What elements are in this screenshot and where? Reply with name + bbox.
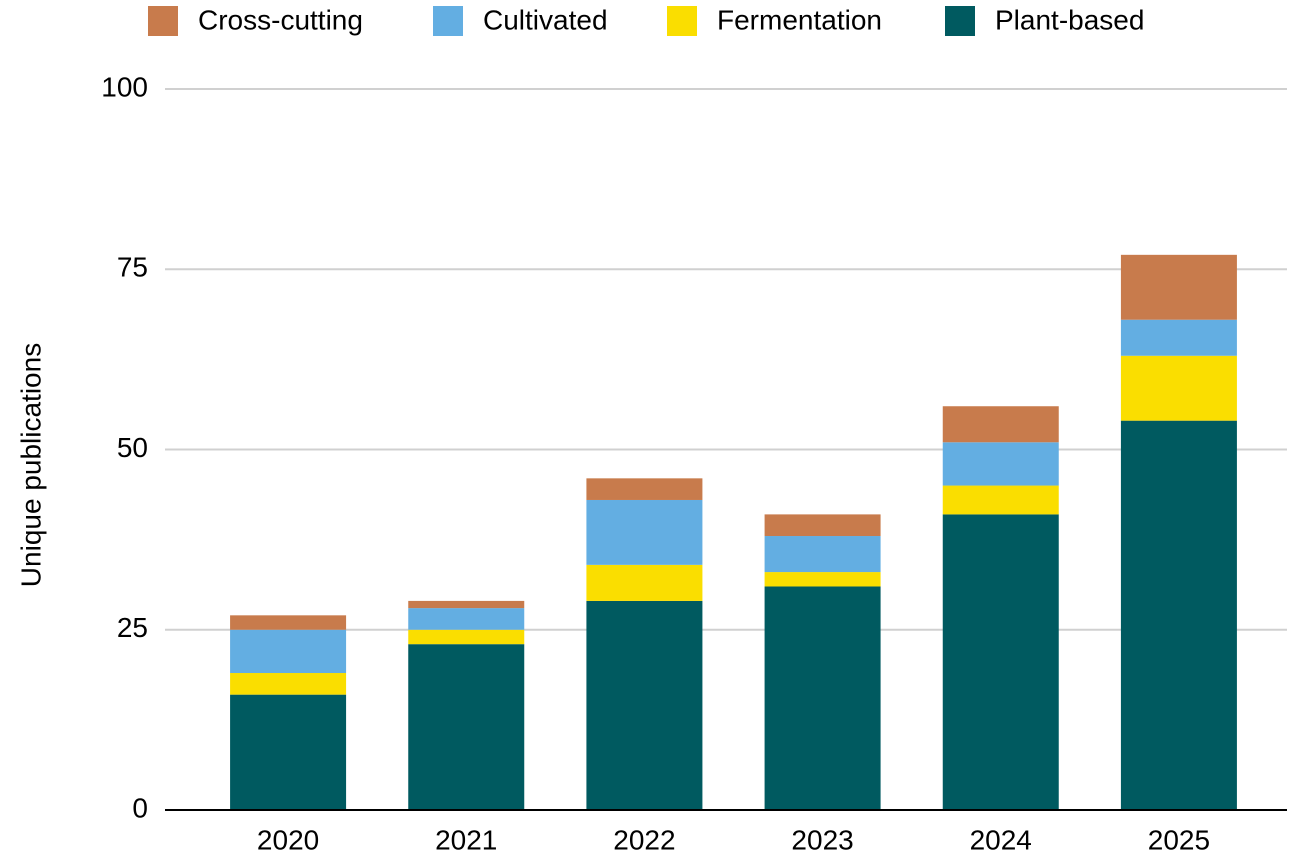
legend-swatch xyxy=(148,6,178,36)
legend-swatch xyxy=(433,6,463,36)
bar-segment xyxy=(1120,355,1237,421)
bar-segment xyxy=(764,536,881,573)
x-tick-label: 2022 xyxy=(613,824,675,855)
bar-segment xyxy=(408,600,525,609)
bar-segment xyxy=(764,586,881,810)
legend-label: Cultivated xyxy=(483,4,608,35)
legend-label: Fermentation xyxy=(717,4,882,35)
x-tick-label: 2021 xyxy=(435,824,497,855)
x-tick-label: 2025 xyxy=(1148,824,1210,855)
bar-segment xyxy=(1120,420,1237,810)
bar-segment xyxy=(586,600,703,810)
legend-swatch xyxy=(945,6,975,36)
legend-label: Cross-cutting xyxy=(198,4,363,35)
y-tick-label: 0 xyxy=(132,792,148,823)
x-tick-label: 2023 xyxy=(791,824,853,855)
y-tick-label: 100 xyxy=(101,71,148,102)
bar-segment xyxy=(586,499,703,565)
bar-segment xyxy=(764,572,881,587)
bar-segment xyxy=(942,442,1059,486)
legend-swatch xyxy=(667,6,697,36)
bar-segment xyxy=(230,629,347,674)
y-axis-label: Unique publications xyxy=(15,343,46,587)
bar-segment xyxy=(408,629,525,645)
bar-segment xyxy=(408,608,525,630)
bar-segment xyxy=(942,485,1059,515)
bar-segment xyxy=(942,406,1059,443)
x-tick-label: 2024 xyxy=(970,824,1032,855)
bar-segment xyxy=(1120,319,1237,356)
bar-segment xyxy=(1120,254,1237,320)
y-tick-label: 25 xyxy=(117,612,148,643)
bar-segment xyxy=(230,615,347,630)
bar-segment xyxy=(764,514,881,537)
y-tick-label: 75 xyxy=(117,252,148,283)
y-tick-label: 50 xyxy=(117,432,148,463)
bar-segment xyxy=(230,694,347,810)
bar-segment xyxy=(408,644,525,810)
bar-segment xyxy=(586,478,703,500)
bar-segment xyxy=(942,514,1059,810)
legend-label: Plant-based xyxy=(995,4,1144,35)
x-tick-label: 2020 xyxy=(257,824,319,855)
bar-segment xyxy=(586,564,703,601)
bar-segment xyxy=(230,673,347,695)
